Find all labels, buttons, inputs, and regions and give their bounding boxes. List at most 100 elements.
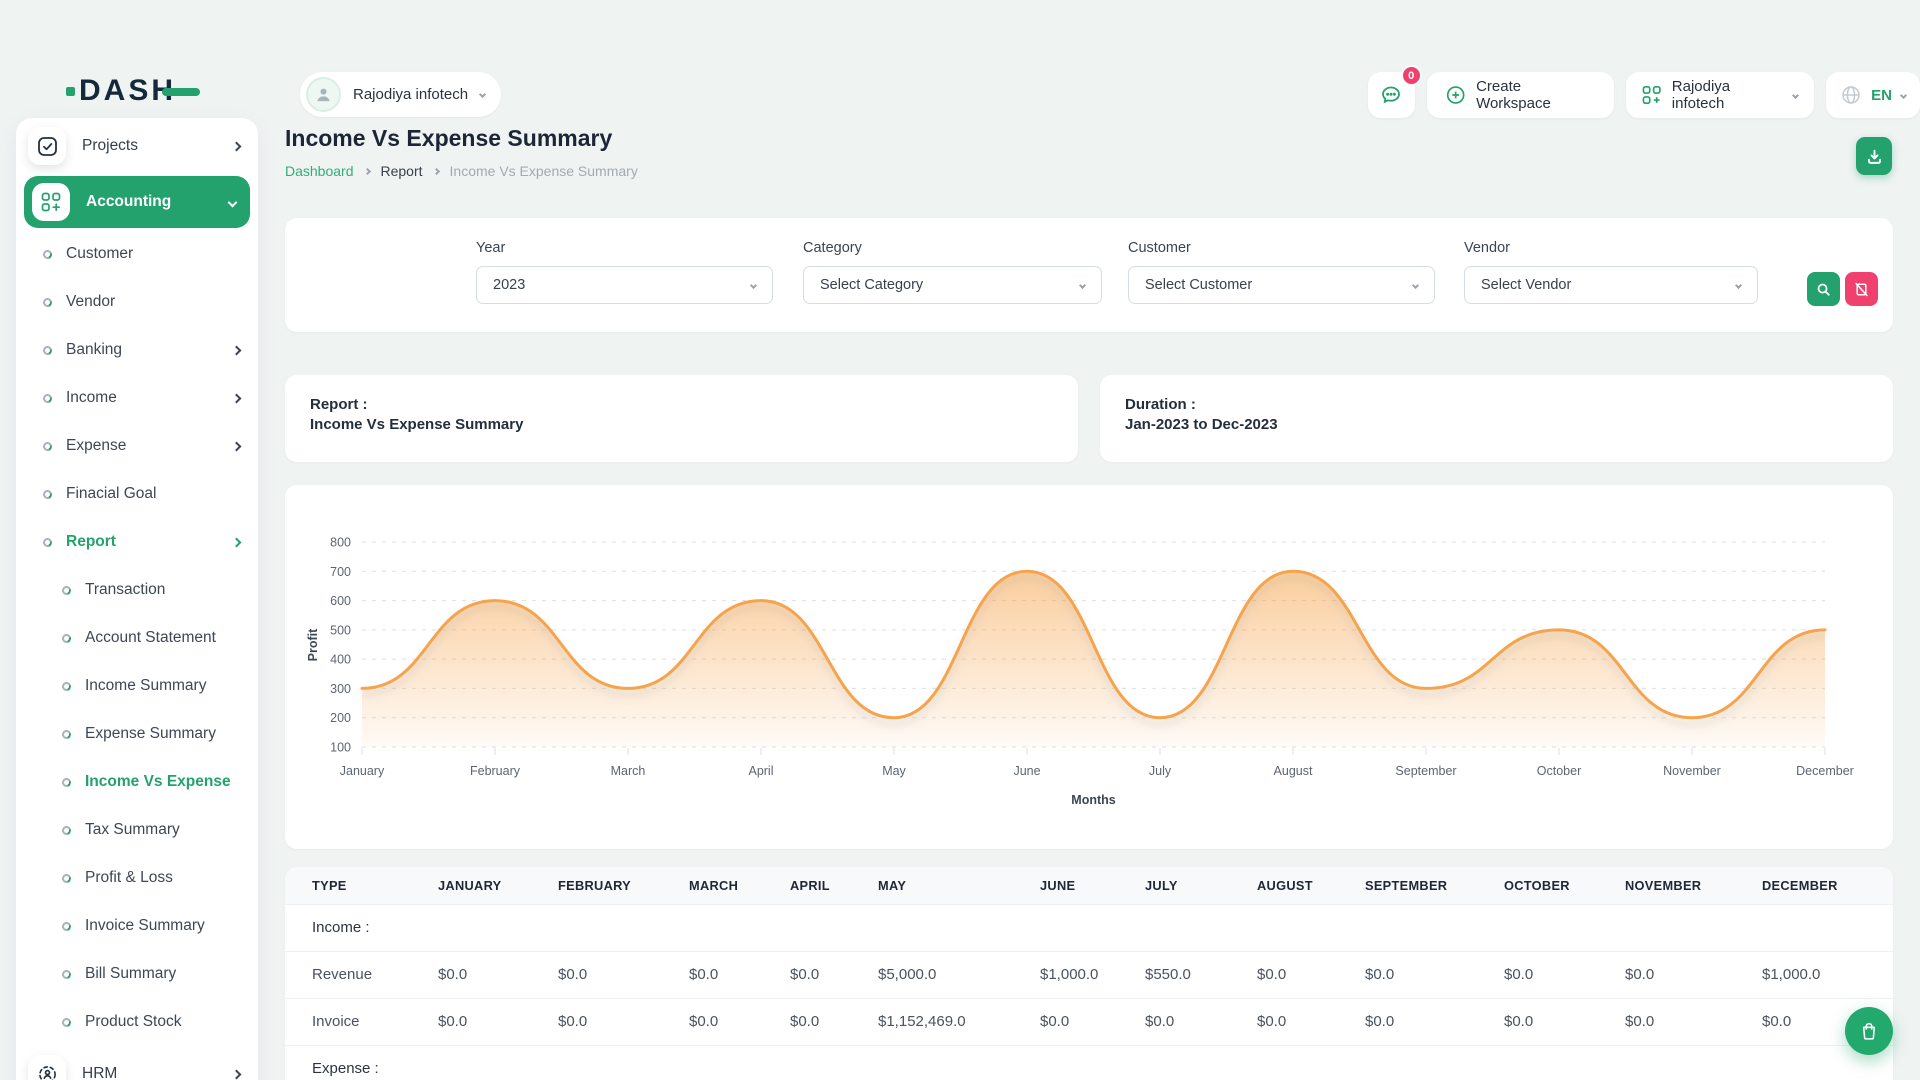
page-title: Income Vs Expense Summary bbox=[285, 125, 612, 152]
chat-icon bbox=[1379, 83, 1403, 107]
sidebar-item-product-stock[interactable]: Product Stock bbox=[16, 998, 258, 1046]
category-select-value: Select Category bbox=[820, 277, 1080, 293]
sidebar-item-accounting[interactable]: Accounting bbox=[24, 176, 250, 228]
cell-invoice-february: $0.0 bbox=[531, 998, 662, 1045]
year-select-value: 2023 bbox=[493, 277, 751, 293]
svg-text:June: June bbox=[1013, 764, 1040, 778]
cell-invoice-october: $0.0 bbox=[1477, 998, 1598, 1045]
category-select[interactable]: Select Category bbox=[803, 266, 1102, 304]
create-workspace-button[interactable]: Create Workspace bbox=[1427, 72, 1615, 118]
workspace-selector[interactable]: Rajodiya infotech bbox=[300, 72, 501, 117]
sidebar-item-invoice-summary[interactable]: Invoice Summary bbox=[16, 902, 258, 950]
sidebar-item-account-statement[interactable]: Account Statement bbox=[16, 614, 258, 662]
svg-text:October: October bbox=[1537, 764, 1581, 778]
breadcrumb-separator-icon bbox=[363, 167, 370, 174]
report-card-value: Income Vs Expense Summary bbox=[310, 416, 1053, 433]
grid-plus-icon bbox=[32, 183, 70, 221]
reset-filter-button[interactable] bbox=[1845, 272, 1878, 306]
sidebar-item-label: Expense Summary bbox=[85, 725, 240, 743]
cell-revenue-june: $1,000.0 bbox=[1013, 951, 1118, 998]
chart-card: 100200300400500600700800JanuaryFebruaryM… bbox=[285, 485, 1893, 849]
cell-invoice-june: $0.0 bbox=[1013, 998, 1118, 1045]
section-label: Income : bbox=[285, 904, 1893, 951]
table-row-invoice: Invoice$0.0$0.0$0.0$0.0$1,152,469.0$0.0$… bbox=[285, 998, 1893, 1045]
sidebar-item-expense[interactable]: Expense bbox=[16, 422, 258, 470]
download-icon bbox=[1866, 148, 1883, 165]
svg-text:700: 700 bbox=[330, 565, 351, 579]
svg-text:500: 500 bbox=[330, 623, 351, 637]
globe-icon bbox=[1840, 84, 1862, 106]
customer-label: Customer bbox=[1128, 240, 1435, 256]
app-logo[interactable]: DASH bbox=[66, 74, 200, 108]
filter-card: Year 2023 Category Select Category Custo… bbox=[285, 218, 1893, 332]
messenger-button[interactable]: 0 bbox=[1368, 72, 1415, 118]
vendor-select[interactable]: Select Vendor bbox=[1464, 266, 1758, 304]
sidebar-item-transaction[interactable]: Transaction bbox=[16, 566, 258, 614]
sidebar-item-finacial-goal[interactable]: Finacial Goal bbox=[16, 470, 258, 518]
sidebar-item-expense-summary[interactable]: Expense Summary bbox=[16, 710, 258, 758]
plus-circle-icon bbox=[1445, 84, 1466, 106]
sidebar-item-bill-summary[interactable]: Bill Summary bbox=[16, 950, 258, 998]
cell-invoice-january: $0.0 bbox=[411, 998, 531, 1045]
sidebar-item-projects[interactable]: Projects bbox=[16, 118, 258, 174]
workspace-dropdown[interactable]: Rajodiya infotech bbox=[1626, 72, 1814, 118]
column-header-september: SEPTEMBER bbox=[1338, 867, 1477, 904]
year-label: Year bbox=[476, 240, 773, 256]
sidebar-item-income[interactable]: Income bbox=[16, 374, 258, 422]
hrm-icon bbox=[28, 1055, 66, 1080]
shop-fab-button[interactable] bbox=[1845, 1007, 1893, 1055]
notification-badge: 0 bbox=[1401, 65, 1422, 86]
table-section-row-expense: Expense : bbox=[285, 1045, 1893, 1080]
logo-bar bbox=[162, 88, 200, 96]
sidebar-item-label: Vendor bbox=[66, 293, 240, 311]
cell-revenue-april: $0.0 bbox=[763, 951, 851, 998]
sidebar-item-hrm[interactable]: HRM bbox=[16, 1046, 258, 1080]
bullet-icon bbox=[42, 440, 54, 452]
income-expense-table: TYPEJANUARYFEBRUARYMARCHAPRILMAYJUNEJULY… bbox=[285, 867, 1893, 1080]
table-row-revenue: Revenue$0.0$0.0$0.0$0.0$5,000.0$1,000.0$… bbox=[285, 951, 1893, 998]
sidebar-item-label: Income Summary bbox=[85, 677, 240, 695]
column-header-june: JUNE bbox=[1013, 867, 1118, 904]
svg-text:April: April bbox=[748, 764, 773, 778]
reset-filter-icon bbox=[1854, 282, 1869, 297]
sidebar-item-income-vs-expense[interactable]: Income Vs Expense bbox=[16, 758, 258, 806]
sidebar-item-profit-loss[interactable]: Profit & Loss bbox=[16, 854, 258, 902]
cell-revenue-may: $5,000.0 bbox=[851, 951, 1013, 998]
svg-text:200: 200 bbox=[330, 711, 351, 725]
sidebar-item-label: Profit & Loss bbox=[85, 869, 240, 887]
row-type-label: Revenue bbox=[285, 951, 411, 998]
sidebar-item-income-summary[interactable]: Income Summary bbox=[16, 662, 258, 710]
year-select[interactable]: 2023 bbox=[476, 266, 773, 304]
sidebar-item-banking[interactable]: Banking bbox=[16, 326, 258, 374]
language-selector[interactable]: EN bbox=[1826, 72, 1920, 118]
shopping-bag-icon bbox=[1858, 1020, 1880, 1042]
chevron-down-icon bbox=[750, 281, 757, 288]
svg-text:March: March bbox=[611, 764, 646, 778]
bullet-icon bbox=[61, 824, 73, 836]
cell-revenue-january: $0.0 bbox=[411, 951, 531, 998]
svg-text:300: 300 bbox=[330, 682, 351, 696]
sidebar-item-report[interactable]: Report bbox=[16, 518, 258, 566]
bullet-icon bbox=[42, 536, 54, 548]
breadcrumb-item-report: Report bbox=[381, 163, 423, 179]
svg-text:100: 100 bbox=[330, 741, 351, 755]
sidebar-item-label: Transaction bbox=[85, 581, 240, 599]
cell-revenue-february: $0.0 bbox=[531, 951, 662, 998]
download-button[interactable] bbox=[1856, 137, 1892, 175]
chevron-down-icon bbox=[228, 197, 238, 207]
column-header-november: NOVEMBER bbox=[1598, 867, 1735, 904]
column-header-december: DECEMBER bbox=[1735, 867, 1893, 904]
customer-select[interactable]: Select Customer bbox=[1128, 266, 1435, 304]
sidebar-item-vendor[interactable]: Vendor bbox=[16, 278, 258, 326]
sidebar-item-customer[interactable]: Customer bbox=[16, 230, 258, 278]
profit-chart: 100200300400500600700800JanuaryFebruaryM… bbox=[285, 485, 1893, 849]
breadcrumb-separator-icon bbox=[432, 167, 439, 174]
breadcrumb-item-dashboard[interactable]: Dashboard bbox=[285, 163, 354, 179]
grid-plus-icon bbox=[1642, 85, 1661, 105]
bullet-icon bbox=[42, 392, 54, 404]
table-body: Income :Revenue$0.0$0.0$0.0$0.0$5,000.0$… bbox=[285, 904, 1893, 1080]
column-header-may: MAY bbox=[851, 867, 1013, 904]
apply-filter-button[interactable] bbox=[1807, 272, 1840, 306]
sidebar-item-tax-summary[interactable]: Tax Summary bbox=[16, 806, 258, 854]
bullet-icon bbox=[42, 296, 54, 308]
